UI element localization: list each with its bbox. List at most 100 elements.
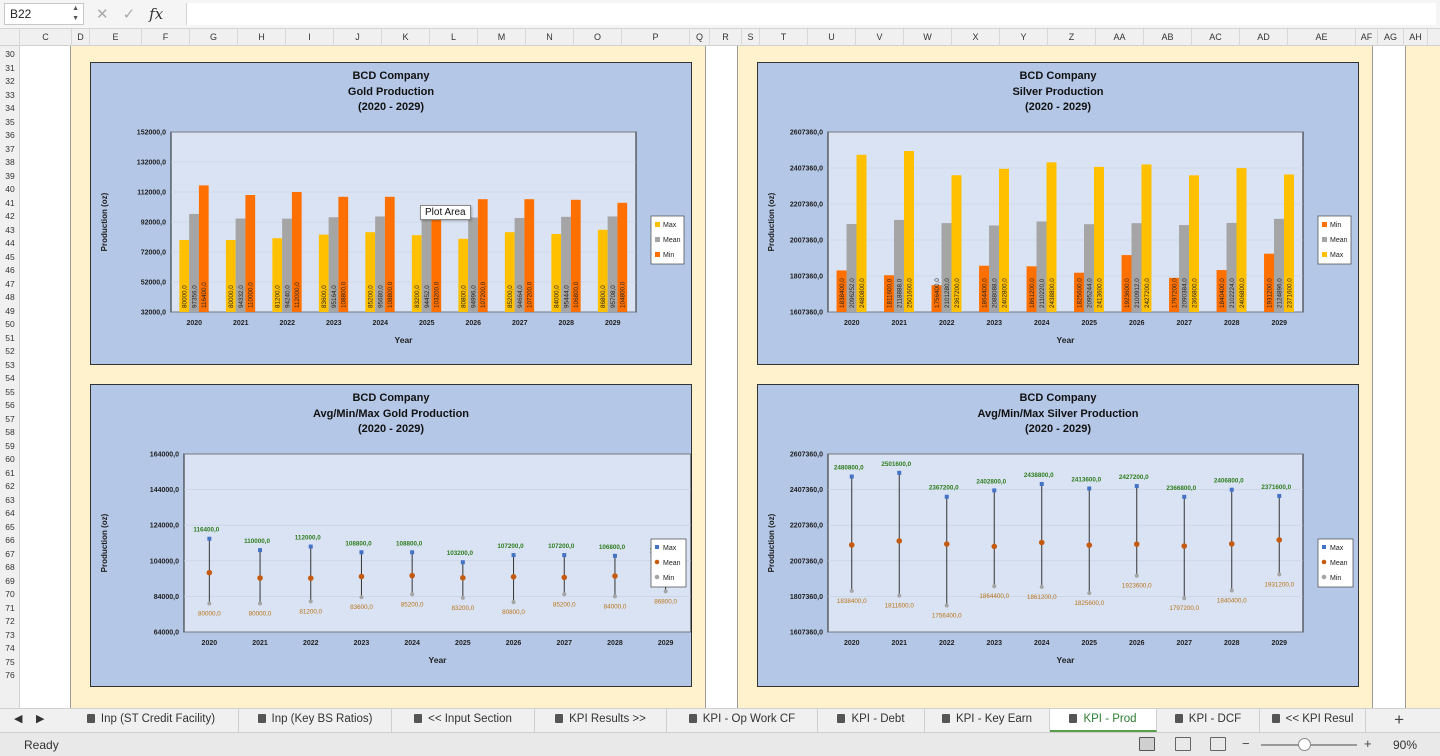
page-break-view-icon[interactable] xyxy=(1210,737,1226,751)
column-header-ah[interactable]: AH xyxy=(1404,29,1428,46)
column-header-g[interactable]: G xyxy=(190,29,238,46)
check-icon[interactable]: ✓ xyxy=(122,6,136,23)
row-header-35[interactable]: 35 xyxy=(5,116,15,127)
row-header-58[interactable]: 58 xyxy=(5,427,15,437)
row-header-51[interactable]: 51 xyxy=(5,332,15,343)
column-header-k[interactable]: K xyxy=(382,29,430,46)
silver-production-chart[interactable]: BCD Company Silver Production (2020 - 2029… xyxy=(757,62,1359,365)
column-header-af[interactable]: AF xyxy=(1356,29,1378,46)
row-header-75[interactable]: 75 xyxy=(5,656,15,667)
plus-icon[interactable]: + xyxy=(1394,710,1404,729)
row-header-65[interactable]: 65 xyxy=(5,521,15,532)
fx-icon[interactable]: fx xyxy=(149,5,164,23)
column-header-j[interactable]: J xyxy=(334,29,382,46)
row-header-50[interactable]: 50 xyxy=(5,319,15,329)
row-header-59[interactable]: 59 xyxy=(5,440,15,451)
row-header-55[interactable]: 55 xyxy=(5,386,15,397)
column-header-h[interactable]: H xyxy=(238,29,286,46)
row-header-38[interactable]: 38 xyxy=(5,157,15,167)
select-all-corner[interactable] xyxy=(0,29,20,46)
sheet-grid[interactable]: BCD Company Gold Production (2020 - 2029) … xyxy=(20,46,1440,708)
column-header-y[interactable]: Y xyxy=(1000,29,1048,46)
normal-view-icon[interactable] xyxy=(1139,737,1155,751)
column-header-ad[interactable]: AD xyxy=(1240,29,1288,46)
tab-scroll-right-icon[interactable]: ▶ xyxy=(36,713,45,725)
row-header-43[interactable]: 43 xyxy=(5,224,15,235)
row-header-33[interactable]: 33 xyxy=(5,89,15,100)
column-header-ac[interactable]: AC xyxy=(1192,29,1240,46)
gold-production-chart[interactable]: BCD Company Gold Production (2020 - 2029) … xyxy=(90,62,692,365)
column-header-e[interactable]: E xyxy=(90,29,142,46)
zoom-in-icon[interactable]: + xyxy=(1364,736,1372,751)
row-header-70[interactable]: 70 xyxy=(5,589,15,599)
column-header-r[interactable]: R xyxy=(710,29,742,46)
sheet-tab[interactable]: Inp (Key BS Ratios) xyxy=(239,709,392,732)
sheet-tab[interactable]: KPI - Key Earn xyxy=(925,709,1050,732)
row-header-57[interactable]: 57 xyxy=(5,413,15,424)
column-header-aa[interactable]: AA xyxy=(1096,29,1144,46)
sheet-tab[interactable]: << Input Section xyxy=(392,709,535,732)
row-header-74[interactable]: 74 xyxy=(5,643,15,653)
row-header-76[interactable]: 76 xyxy=(5,670,15,680)
row-header-72[interactable]: 72 xyxy=(5,616,15,626)
row-header-69[interactable]: 69 xyxy=(5,575,15,586)
row-header-60[interactable]: 60 xyxy=(5,454,15,464)
column-header-f[interactable]: F xyxy=(142,29,190,46)
silver-avg-min-max-chart[interactable]: BCD Company Avg/Min/Max Silver Production… xyxy=(757,384,1359,687)
row-header-73[interactable]: 73 xyxy=(5,629,15,640)
row-header-71[interactable]: 71 xyxy=(5,602,15,613)
column-header-ag[interactable]: AG xyxy=(1378,29,1404,46)
column-header-u[interactable]: U xyxy=(808,29,856,46)
row-header-45[interactable]: 45 xyxy=(5,251,15,262)
column-header-o[interactable]: O xyxy=(574,29,622,46)
sheet-tab[interactable]: KPI - Op Work CF xyxy=(667,709,818,732)
column-header-q[interactable]: Q xyxy=(690,29,710,46)
row-header-34[interactable]: 34 xyxy=(5,103,15,113)
row-header-41[interactable]: 41 xyxy=(5,197,15,208)
row-header-47[interactable]: 47 xyxy=(5,278,15,289)
row-header-62[interactable]: 62 xyxy=(5,481,15,491)
zoom-out-icon[interactable]: − xyxy=(1242,736,1250,751)
column-header-t[interactable]: T xyxy=(760,29,808,46)
row-header-30[interactable]: 30 xyxy=(5,49,15,59)
row-header-63[interactable]: 63 xyxy=(5,494,15,505)
column-header-x[interactable]: X xyxy=(952,29,1000,46)
column-header-l[interactable]: L xyxy=(430,29,478,46)
sheet-tab[interactable]: KPI - Debt xyxy=(818,709,925,732)
row-header-54[interactable]: 54 xyxy=(5,373,15,383)
row-header-68[interactable]: 68 xyxy=(5,562,15,572)
row-header-52[interactable]: 52 xyxy=(5,346,15,356)
column-header-n[interactable]: N xyxy=(526,29,574,46)
column-header-w[interactable]: W xyxy=(904,29,952,46)
row-header-64[interactable]: 64 xyxy=(5,508,15,518)
gold-avg-min-max-chart[interactable]: BCD Company Avg/Min/Max Gold Production (2… xyxy=(90,384,692,687)
name-box-arrows-icon[interactable]: ▲ ▼ xyxy=(72,5,79,22)
column-header-d[interactable]: D xyxy=(72,29,90,46)
column-header-i[interactable]: I xyxy=(286,29,334,46)
column-header-ab[interactable]: AB xyxy=(1144,29,1192,46)
name-box[interactable]: B22 ▲ ▼ xyxy=(4,3,84,25)
column-header-v[interactable]: V xyxy=(856,29,904,46)
sheet-tab[interactable]: KPI - Prod xyxy=(1050,709,1157,732)
row-header-56[interactable]: 56 xyxy=(5,400,15,410)
row-header-48[interactable]: 48 xyxy=(5,292,15,302)
row-header-66[interactable]: 66 xyxy=(5,535,15,545)
column-header-z[interactable]: Z xyxy=(1048,29,1096,46)
zoom-slider-handle[interactable] xyxy=(1298,738,1312,751)
column-header-c[interactable]: C xyxy=(20,29,72,46)
row-header-40[interactable]: 40 xyxy=(5,184,15,194)
row-header-67[interactable]: 67 xyxy=(5,548,15,559)
row-header-36[interactable]: 36 xyxy=(5,130,15,140)
zoom-level[interactable]: 90% xyxy=(1393,738,1418,752)
row-header-49[interactable]: 49 xyxy=(5,305,15,316)
sheet-tab[interactable]: Inp (ST Credit Facility) xyxy=(64,709,239,732)
row-header-37[interactable]: 37 xyxy=(5,143,15,154)
sheet-tab[interactable]: << KPI Resul xyxy=(1260,709,1366,732)
row-header-46[interactable]: 46 xyxy=(5,265,15,275)
column-header-ae[interactable]: AE xyxy=(1288,29,1356,46)
row-header-31[interactable]: 31 xyxy=(5,62,15,73)
row-header-53[interactable]: 53 xyxy=(5,359,15,370)
row-header-42[interactable]: 42 xyxy=(5,211,15,221)
sheet-tab[interactable]: KPI Results >> xyxy=(535,709,667,732)
sheet-tab[interactable]: KPI - DCF xyxy=(1157,709,1260,732)
